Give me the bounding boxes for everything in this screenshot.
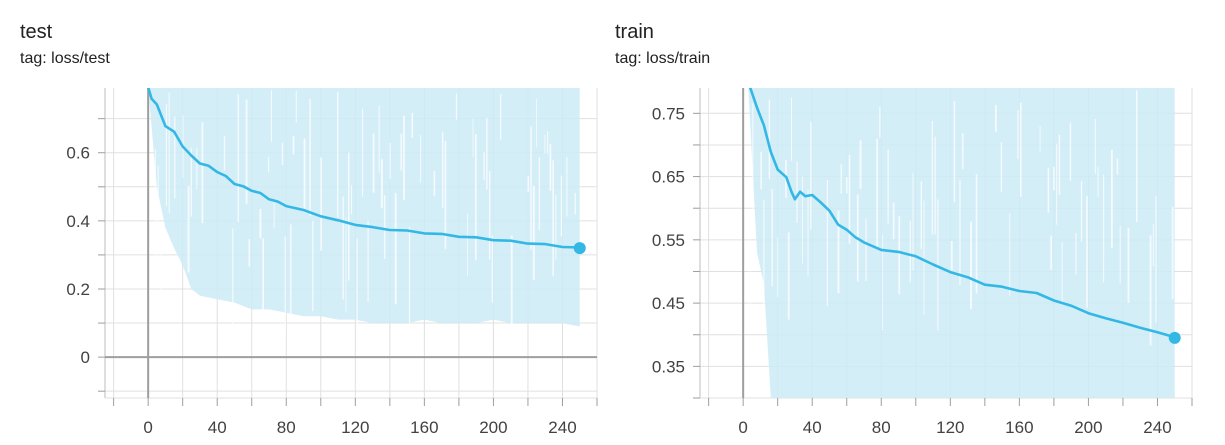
chart-title: train [615, 21, 654, 43]
x-tick-label: 160 [410, 418, 438, 437]
x-tick-label: 40 [208, 418, 227, 437]
series-last-point [1168, 331, 1181, 344]
chart-plot-test[interactable]: 0 40 80 120 160 200 240 0 0.2 0.4 0.6 [0, 0, 600, 445]
y-tick-label: 0.65 [652, 168, 685, 187]
chart-title: test [20, 21, 53, 43]
chart-plot-train[interactable]: 0 40 80 120 160 200 240 0.35 0.45 0.55 0.65 0.75 [595, 0, 1195, 445]
series-last-point [573, 242, 586, 255]
y-tick-label: 0.6 [66, 144, 90, 163]
x-tick-label: 0 [738, 418, 747, 437]
x-tick-label: 200 [479, 418, 507, 437]
chart-tag: tag: loss/train [615, 50, 711, 67]
chart-tag: tag: loss/test [20, 50, 110, 67]
raw-data-band [748, 88, 1175, 398]
x-tick-label: 80 [872, 418, 891, 437]
y-tick-label: 0.2 [66, 280, 90, 299]
x-tick-label: 120 [341, 418, 369, 437]
x-tick-label: 0 [143, 418, 152, 437]
x-tick-label: 240 [548, 418, 576, 437]
x-tick-label: 240 [1143, 418, 1171, 437]
series-line-smoothed [748, 88, 1176, 339]
y-tick-label: 0 [81, 348, 90, 367]
x-tick-label: 200 [1074, 418, 1102, 437]
y-tick-label: 0.55 [652, 231, 685, 250]
x-tick-label: 160 [1005, 418, 1033, 437]
y-tick-label: 0.75 [652, 104, 685, 123]
x-tick-label: 40 [803, 418, 822, 437]
y-tick-label: 0.35 [652, 357, 685, 376]
raw-data-band [148, 88, 580, 327]
x-tick-label: 80 [277, 418, 296, 437]
y-tick-label: 0.4 [66, 212, 90, 231]
chart-panel-test: test tag: loss/test 0 40 80 120 160 200 240 0 0.… [0, 0, 600, 445]
series-line-smoothed [147, 88, 580, 249]
x-tick-label: 120 [936, 418, 964, 437]
y-tick-label: 0.45 [652, 294, 685, 313]
chart-panel-train: train tag: loss/train 0 40 80 120 160 200 240 0… [595, 0, 1195, 445]
